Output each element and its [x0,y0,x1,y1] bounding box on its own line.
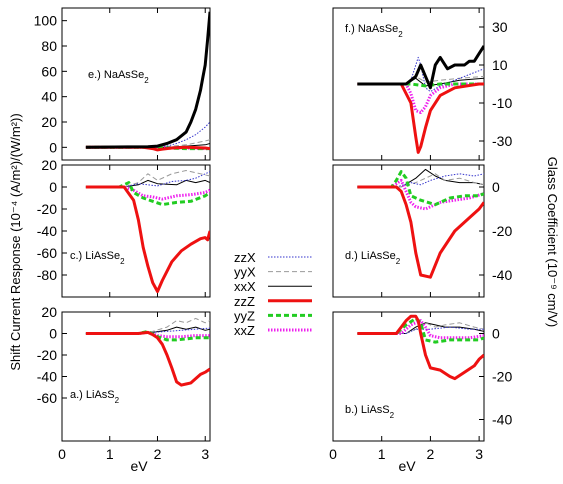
y-tick-label: 10 [492,57,508,73]
y-tick-label: 0 [492,326,500,342]
series-line-yyZ [357,170,484,207]
y-tick-label: -40 [37,369,57,385]
y-tick-label: 100 [34,13,58,29]
y-tick-label: 0 [49,179,57,195]
series-line-xxZ [357,82,484,114]
x-tick-label: 3 [201,446,209,462]
series-line-yyX [85,170,210,188]
panel-title: b.) LiAsS2 [345,404,395,420]
legend-entry-zzX: zzX [234,250,312,265]
series-line-yyZ [357,316,484,344]
panel-title: e.) NaAsSe2 [88,69,149,85]
y-tick-label: 60 [41,63,57,79]
y-tick-label: -60 [37,390,57,406]
series-line-xxZ [85,185,210,201]
series-line-xxZ [357,319,484,340]
panel-a: -60 -40 -20 0 20 0 1 2 3 a.) LiAsS2 [37,304,211,462]
y-tick-label: -40 [492,267,512,283]
legend-entry-zzZ: zzZ [234,294,312,309]
y-tick-label: 80 [41,38,57,54]
y-tick-label: 0 [492,179,500,195]
x-tick-label: 3 [475,446,483,462]
panel-frame [61,311,211,442]
series-line-zzZ [357,82,484,154]
y-tick-label: -40 [492,412,512,428]
x-tick-label: 2 [154,446,162,462]
series-line-yyX [357,173,484,188]
series-line-yyZ [85,329,210,342]
y-tick-label: -80 [37,267,57,283]
y-tick-label: -20 [492,223,512,239]
series-line-zzX [357,173,484,188]
series-line-zzZ [85,185,210,293]
legend-label: xxZ [234,323,255,338]
series-line-zzZ [357,314,484,381]
panel-title: f.) NaAsSe2 [345,23,403,39]
x-axis-label-right: eV [398,458,416,474]
panel-d: -40 -20 0 d.) LiAsSe2 [332,164,512,298]
x-tick-label: 1 [106,446,114,462]
series-line-zzZ [357,185,484,279]
series-line-xxX [85,179,210,188]
legend-entry-yyX: yyX [234,265,312,280]
y-tick-label: -60 [37,245,57,261]
series-line-xxX-total [357,45,484,90]
y-tick-label: 30 [492,19,508,35]
panel-e: 0 20 40 60 80 100 e.) NaAsSe2 [34,7,211,161]
x-tick-label: 0 [58,446,66,462]
legend-label: yyZ [234,308,255,323]
legend-label: yyX [234,265,256,280]
panel-frame [61,7,211,161]
legend-entry-yyZ: yyZ [234,308,312,323]
legend-label: zzX [234,250,256,265]
y-tick-label: 20 [41,157,57,173]
panel-b: -40 -20 0 0 1 2 3 b.) LiAsS2 [329,311,512,462]
y-tick-label: 0 [49,139,57,155]
y-tick-label: -10 [492,95,512,111]
panel-title: d.) LiAsSe2 [345,250,401,266]
y-tick-label: -30 [492,133,512,149]
panel-c: -80 -60 -40 -20 0 20 c.) LiAsSe2 [37,157,211,298]
y-tick-label: -20 [37,201,57,217]
right-y-axis-label: Glass Coefficient (10⁻⁹ cm/V) [545,157,560,327]
legend-label: xxX [234,279,256,294]
y-tick-label: 40 [41,89,57,105]
y-tick-label: 20 [41,304,57,320]
legend-entry-xxZ: xxZ [234,323,312,338]
left-y-axis-label: Shift Current Response (10⁻⁴ (A/m²)/(W/m… [8,113,23,370]
x-axis-label-left: eV [130,458,148,474]
series-line-zzX [357,326,484,334]
y-tick-label: -20 [37,347,57,363]
x-tick-label: 2 [427,446,435,462]
panel-f: -30 -10 10 30 f.) NaAsSe2 [332,7,512,161]
panel-title: c.) LiAsSe2 [70,250,125,266]
legend-entry-xxX: xxX [234,279,312,294]
y-tick-label: -40 [37,223,57,239]
y-tick-label: -20 [492,369,512,385]
series-line-xxX [357,322,484,334]
series-line-xxX-total [85,11,210,149]
x-tick-label: 0 [329,446,337,462]
panel-title: a.) LiAsS2 [70,389,120,405]
y-tick-label: 0 [49,326,57,342]
y-tick-label: 20 [41,114,57,130]
series-line-zzX [85,171,210,188]
x-tick-label: 1 [378,446,386,462]
series-line-yyZ [85,181,210,207]
series-line-xxZ [357,178,484,211]
series-line-zzZ [85,330,210,387]
legend-label: zzZ [234,294,255,309]
